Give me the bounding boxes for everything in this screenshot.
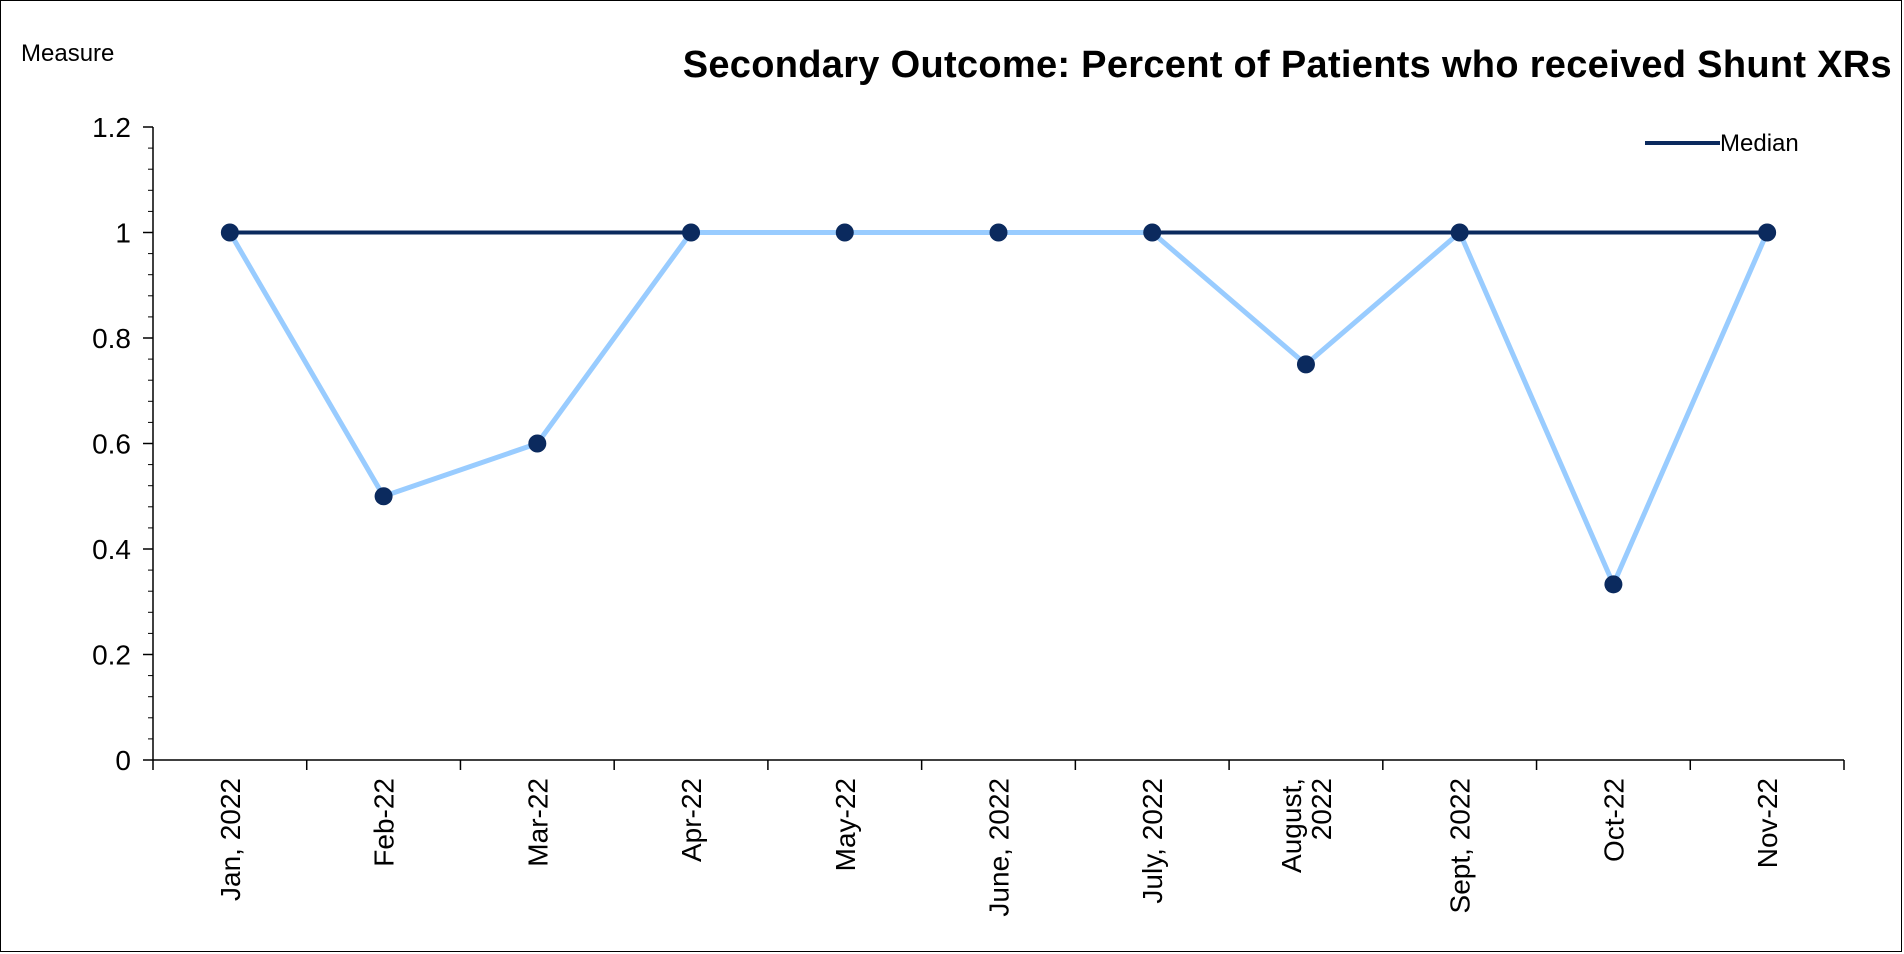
chart-title: Secondary Outcome: Percent of Patients w… [682,44,1892,86]
data-point [1296,355,1315,374]
x-tick-label-group: May-22 [830,778,861,871]
data-point [835,223,854,242]
data-point [528,434,547,453]
x-tick-label: Oct-22 [1598,778,1629,862]
x-tick-label-group: Jan, 2022 [215,778,246,901]
data-point [1450,223,1469,242]
y-tick-label: 0.2 [92,640,131,671]
y-tick-label: 1 [115,218,131,249]
legend: Median [1645,130,1799,157]
data-point [1143,223,1162,242]
x-tick-label: Apr-22 [676,778,707,862]
x-tick-label: June, 2022 [984,778,1015,917]
y-tick-label: 0.8 [92,323,131,354]
x-tick-label: Sept, 2022 [1445,778,1476,913]
data-point [220,223,239,242]
y-tick-label: 0.4 [92,534,131,565]
x-tick-label: Nov-22 [1752,778,1783,868]
y-tick-label: 0 [115,745,131,776]
x-tick-label-group: Feb-22 [369,778,400,867]
x-tick-label-group: Oct-22 [1598,778,1629,862]
y-tick-label: 1.2 [92,112,131,143]
x-tick-label-group: June, 2022 [984,778,1015,917]
x-tick-label-group: July, 2022 [1137,778,1168,904]
x-tick-label-group: August, 2022 [1276,778,1337,873]
x-tick-label-group: Sept, 2022 [1445,778,1476,913]
data-line [227,230,1770,587]
x-tick-label-group: Apr-22 [676,778,707,862]
data-point [1758,223,1777,242]
x-tick-label-group: Mar-22 [522,778,553,867]
x-tick-label: August, [1276,778,1307,873]
data-point [682,223,701,242]
x-tick-label: Mar-22 [522,778,553,867]
data-point [374,487,393,506]
x-tick-label: Jan, 2022 [215,778,246,901]
y-axis-label: Measure [21,40,115,67]
series-layer [220,223,1777,594]
data-point [1604,575,1623,594]
axes: 0 0.2 0.4 0.6 0.8 1 1.2 Jan, 2022 Feb-22 Mar-22 Ap… [92,112,1845,917]
data-point [989,223,1008,242]
x-tick-label: Feb-22 [369,778,400,867]
x-tick-label-group: Nov-22 [1752,778,1783,868]
legend-label-median: Median [1720,130,1799,157]
x-tick-label: May-22 [830,778,861,871]
y-tick-label: 0.6 [92,429,131,460]
x-tick-label: 2022 [1306,778,1337,840]
x-tick-label: July, 2022 [1137,778,1168,904]
